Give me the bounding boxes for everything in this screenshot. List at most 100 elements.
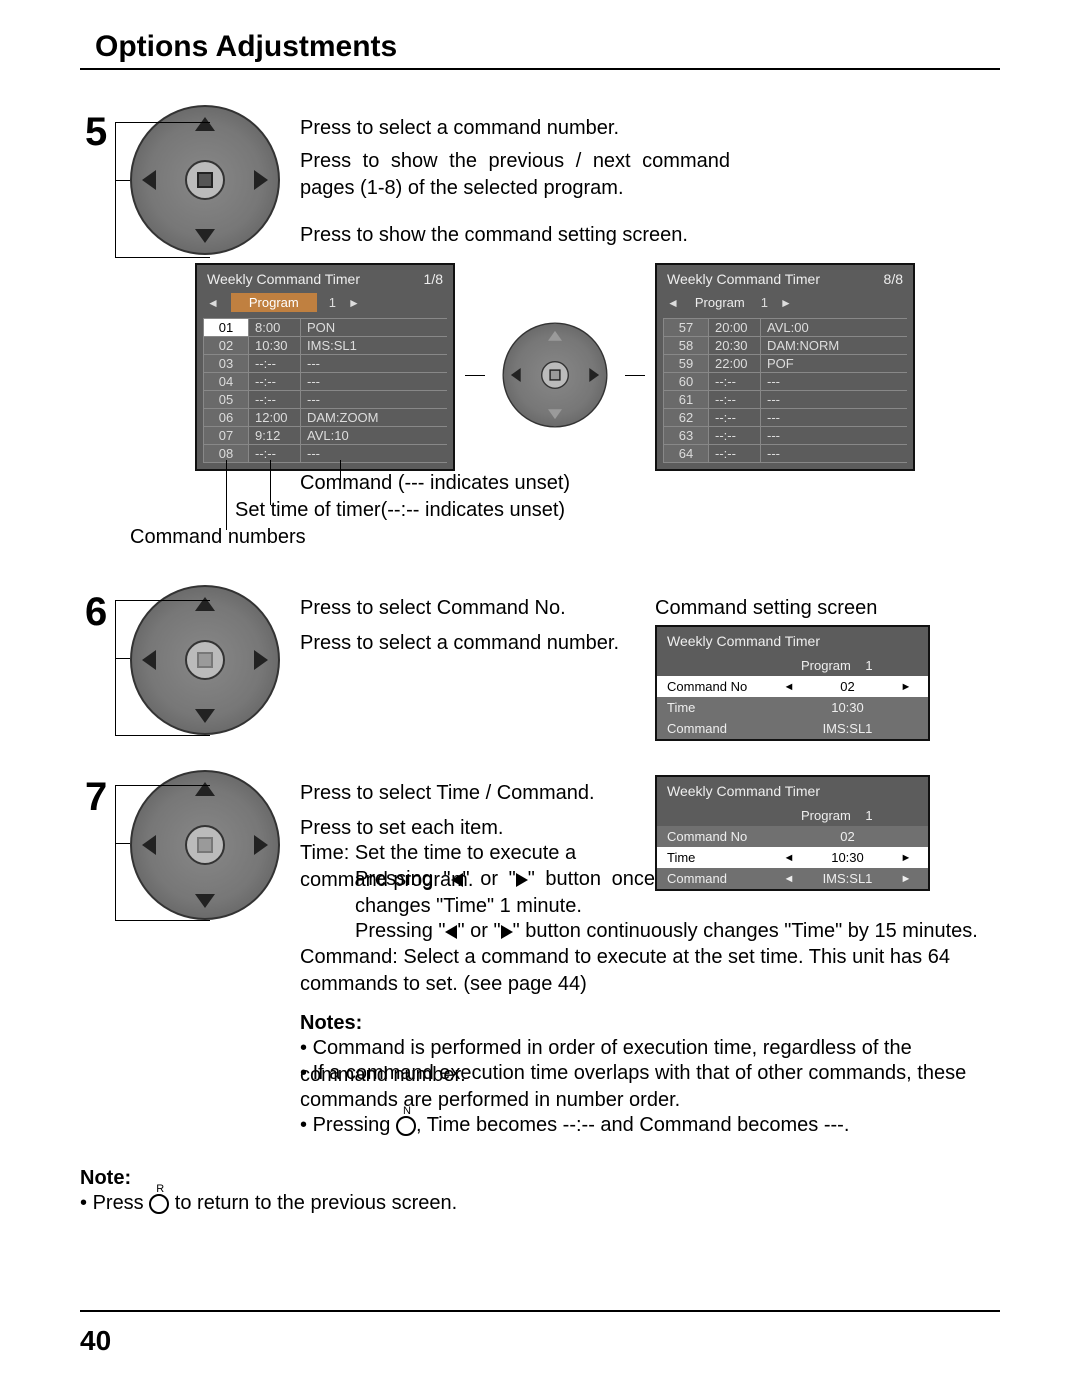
sp6-program-value: 1 [865,658,872,673]
arrow-down-icon [195,894,215,908]
tri-right-icon: ► [894,681,918,693]
osd-num: 04 [203,373,249,390]
step6-text1: Press to select Command No. [300,595,566,622]
tri-right-icon: ► [348,296,360,310]
step7-time-p2: Pressing "" or "" button continuously ch… [355,918,995,945]
tri-left-icon: ◄ [207,296,219,310]
bottom-rule [80,1310,1000,1312]
step7-text2: Press to set each item. [300,815,503,842]
step-7-number: 7 [85,775,107,820]
txt: Pressing " [355,920,445,942]
osd-panel-1: Weekly Command Timer 1/8 ◄ Program 1 ► 0… [195,263,455,471]
setting-row: Time◄10:30► [657,847,928,868]
cmd-text: Select a command to execute at the set t… [300,946,950,995]
osd-num: 58 [663,337,709,354]
osd-num: 57 [663,319,709,336]
osd-row: 04--:----- [203,373,447,391]
dpad-enter-icon [197,837,213,853]
osd-cmd: --- [761,445,907,462]
setting-label: Command No [667,679,777,694]
arrow-down-icon [195,709,215,723]
osd1-program-label: Program [231,293,317,312]
osd1-program-value: 1 [329,295,336,310]
note3a: Pressing [313,1114,396,1136]
footer-note-heading: Note: [80,1165,131,1192]
tri-right-icon [501,925,513,939]
tri-left-icon [445,925,457,939]
setting-panel-6: Weekly Command Timer Program 1 Command N… [655,625,930,741]
time-lead: Time: [300,842,349,864]
step-5-number: 5 [85,110,107,155]
osd-cmd: DAM:NORM [761,337,907,354]
arrow-right-icon [254,170,268,190]
osd-row: 0612:00DAM:ZOOM [203,409,447,427]
leader-line [115,122,116,257]
osd-time: 9:12 [249,427,301,444]
osd-cmd: --- [761,427,907,444]
osd-time: --:-- [249,373,301,390]
osd-cmd: AVL:00 [761,319,907,336]
note3b: , Time becomes --:-- and Command becomes… [416,1114,849,1136]
leader-line [115,658,130,659]
osd-num: 59 [663,355,709,372]
tri-left-icon: ◄ [667,296,679,310]
osd-row: 62--:----- [663,409,907,427]
sp6-title: Weekly Command Timer [657,627,928,655]
tri-left-icon: ◄ [777,873,801,885]
osd2-rows: 5720:00AVL:005820:30DAM:NORM5922:00POF60… [663,318,907,463]
osd-time: 22:00 [709,355,761,372]
osd-cmd: --- [301,373,447,390]
osd-num: 64 [663,445,709,462]
osd-row: 03--:----- [203,355,447,373]
leader-line [115,122,210,123]
osd-row: 64--:----- [663,445,907,463]
leader-line [115,600,210,601]
tri-right-icon: ► [894,852,918,864]
leader-line [115,735,210,736]
dpad-enter-icon [549,369,560,380]
osd-row: 079:12AVL:10 [203,427,447,445]
arrow-right-icon [589,368,599,382]
caption-numbers: Command numbers [130,524,306,551]
n-letter: N [403,1104,411,1119]
osd-time: 10:30 [249,337,301,354]
txt: " button continuously changes "Time" by … [513,920,978,942]
osd2-page: 8/8 [884,271,903,287]
leader-line [115,257,210,258]
osd-time: --:-- [249,355,301,372]
txt: " or " [463,868,516,890]
osd2-program-label: Program [691,293,749,312]
osd-row: 08--:----- [203,445,447,463]
arrow-down-icon [195,229,215,243]
page-number: 40 [80,1325,111,1357]
osd1-rows: 018:00PON0210:30IMS:SL103--:-----04--:--… [203,318,447,463]
osd-time: --:-- [709,445,761,462]
setting-row: Time10:30 [657,697,928,718]
step5-text1: Press to select a command number. [300,115,680,142]
osd-row: 5720:00AVL:00 [663,319,907,337]
osd-row: 05--:----- [203,391,447,409]
txt: Pressing " [355,868,451,890]
setting-value: 02 [801,679,894,694]
caption-command: Command (--- indicates unset) [300,470,570,497]
osd-num: 02 [203,337,249,354]
sp7-title: Weekly Command Timer [657,777,928,805]
setting-label: Command [667,721,777,736]
leader-line [115,843,130,844]
arrow-left-icon [142,650,156,670]
dpad-step6 [130,585,280,735]
leader-line [115,920,210,921]
sp7-program-value: 1 [865,808,872,823]
leader-line [226,460,227,530]
leader-line [465,375,485,376]
caption-time: Set time of timer(--:-- indicates unset) [235,497,565,524]
tri-left-icon: ◄ [777,852,801,864]
note2-text: If a command execution time overlaps wit… [300,1062,966,1111]
osd-num: 07 [203,427,249,444]
osd-row: 5820:30DAM:NORM [663,337,907,355]
sp7-program-label: Program [801,808,851,823]
osd2-title: Weekly Command Timer [667,271,820,287]
tri-right-icon [516,873,528,887]
setting-row: Command No02 [657,826,928,847]
dpad-step5 [130,105,280,255]
